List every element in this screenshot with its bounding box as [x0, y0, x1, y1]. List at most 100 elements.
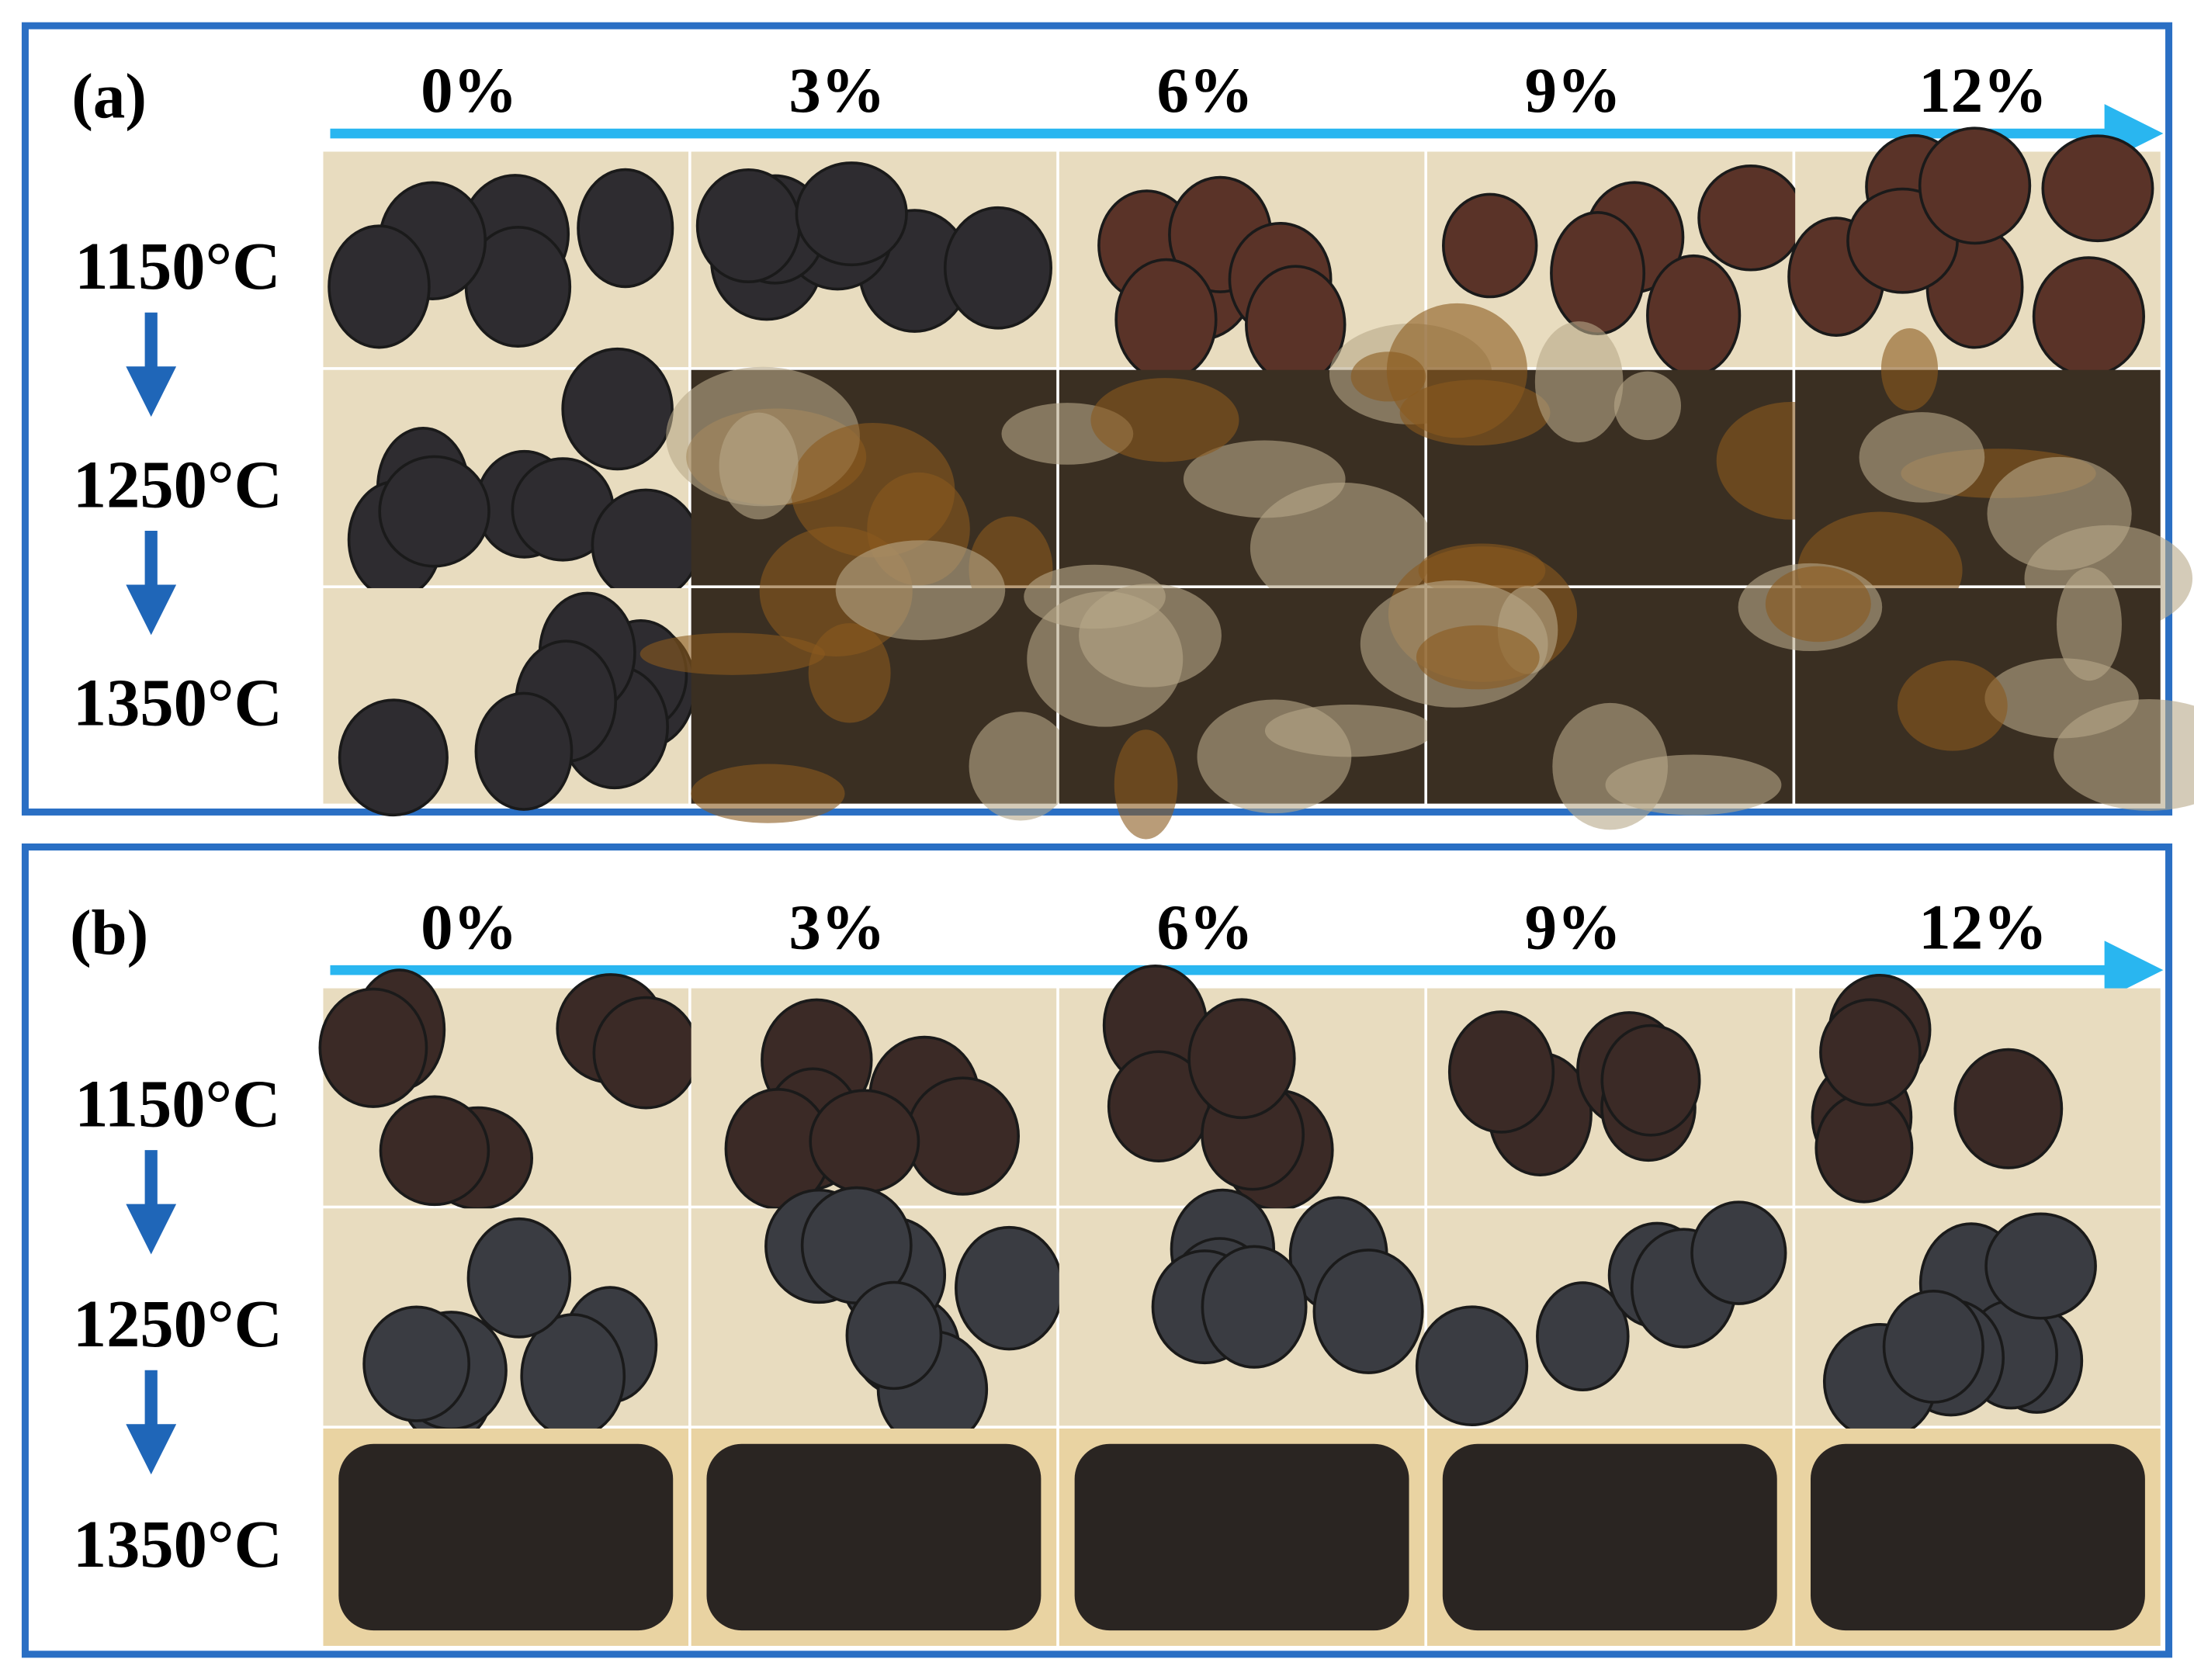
- sample-photo: [1738, 563, 2194, 811]
- sample-disc: [1600, 1024, 1701, 1137]
- sample-photo: [691, 1186, 1064, 1449]
- sample-disc: [1918, 126, 2032, 245]
- panel: (b) 0% 3% 6% 9% 12% 1150°C 1250°C 1350°C: [21, 843, 2173, 1658]
- photo-texture: [338, 1443, 674, 1631]
- column-label: 6%: [1156, 891, 1253, 962]
- photo-texture: [1090, 378, 1239, 462]
- sample-disc: [695, 168, 801, 284]
- sample-disc: [1690, 1200, 1787, 1305]
- photo-texture: [706, 1443, 1042, 1631]
- photo-texture: [969, 712, 1073, 821]
- photo-texture: [1859, 412, 1985, 503]
- photo-texture: [691, 764, 845, 823]
- photo-texture: [791, 422, 955, 558]
- sample-photo: [1415, 1200, 1793, 1426]
- sample-photo: [1795, 1428, 2161, 1646]
- sample-photo: [691, 988, 1057, 1210]
- photo-texture: [1442, 1443, 1777, 1631]
- sample-disc: [1201, 1245, 1308, 1369]
- sample-photo: [323, 587, 696, 817]
- panel-border: [21, 843, 2173, 1658]
- photo-texture: [1880, 327, 1939, 411]
- sample-disc: [906, 1076, 1021, 1196]
- sample-photo: [1059, 151, 1425, 385]
- photo-texture: [1079, 584, 1222, 688]
- sample-disc: [362, 1305, 471, 1422]
- photo-texture: [1534, 321, 1624, 443]
- sample-disc: [592, 996, 700, 1110]
- sample-disc: [1442, 192, 1538, 299]
- sample-disc: [1882, 1290, 1984, 1404]
- photo-texture: [719, 412, 799, 520]
- photo-texture: [1987, 456, 2132, 571]
- sample-disc: [1187, 998, 1296, 1120]
- photo-texture: [1416, 625, 1540, 690]
- sample-disc: [795, 161, 908, 267]
- sample-photo: [1059, 1188, 1425, 1426]
- sample-disc: [474, 691, 574, 811]
- photo-texture: [1399, 379, 1551, 446]
- panel-label: (b): [70, 897, 148, 968]
- photo-texture: [835, 540, 1006, 641]
- sample-photo: [323, 1208, 689, 1445]
- sample-disc: [338, 698, 449, 817]
- column-label: 9%: [1525, 54, 1621, 126]
- sample-disc: [1536, 1281, 1630, 1391]
- sample-disc: [379, 1095, 490, 1207]
- photo-texture: [1765, 566, 1871, 643]
- sample-disc: [2041, 134, 2154, 243]
- sample-disc: [1550, 211, 1646, 336]
- row-label: 1250°C: [73, 447, 282, 521]
- row-label: 1150°C: [75, 1067, 280, 1141]
- sample-disc: [943, 206, 1052, 330]
- panel: (a) 0% 3% 6% 9% 12% 1150°C 1250°C 1350°C: [21, 22, 2194, 840]
- row-label: 1250°C: [73, 1287, 282, 1361]
- sample-photo: [1386, 303, 1867, 598]
- row-label: 1350°C: [73, 1507, 282, 1581]
- sample-disc: [318, 987, 428, 1108]
- sample-photo: [1795, 974, 2161, 1206]
- sample-photo: [691, 151, 1057, 368]
- sample-disc: [1114, 258, 1218, 382]
- sample-photo: [1059, 964, 1425, 1211]
- row-label: 1150°C: [75, 229, 280, 303]
- row-label: 1350°C: [73, 666, 282, 740]
- sample-disc: [1819, 998, 1922, 1107]
- sample-disc: [1447, 1010, 1555, 1134]
- sample-disc: [1646, 254, 1742, 376]
- sample-disc: [1245, 265, 1347, 385]
- photo-texture: [1250, 482, 1435, 614]
- sample-disc: [1415, 1305, 1529, 1426]
- sample-photo: [1360, 546, 1793, 830]
- sample-photo: [639, 526, 1073, 823]
- photo-texture: [1074, 1443, 1409, 1631]
- sample-disc: [845, 1280, 943, 1391]
- sample-photo: [318, 968, 700, 1211]
- panel-label: (a): [71, 60, 147, 131]
- column-label: 3%: [789, 891, 885, 962]
- sample-disc: [2032, 256, 2145, 377]
- column-label: 6%: [1156, 54, 1253, 126]
- sample-photo: [1787, 126, 2161, 377]
- sample-disc: [1984, 1212, 2097, 1320]
- photo-texture: [639, 632, 825, 675]
- photo-texture: [2054, 698, 2194, 811]
- sample-disc: [561, 347, 674, 471]
- column-label: 12%: [1918, 891, 2047, 962]
- photo-texture: [1114, 729, 1178, 840]
- sample-disc: [955, 1225, 1064, 1351]
- panel-border: [21, 22, 2173, 816]
- sample-photo: [323, 151, 689, 368]
- sample-disc: [1312, 1249, 1424, 1374]
- photo-texture: [2057, 567, 2122, 681]
- sample-disc: [1814, 1093, 1914, 1204]
- sample-disc: [1953, 1048, 2064, 1169]
- sample-disc: [466, 1217, 572, 1339]
- photo-texture: [1605, 754, 1782, 816]
- column-label: 3%: [789, 54, 885, 126]
- sample-photo: [691, 1428, 1057, 1646]
- sample-disc: [1697, 164, 1804, 272]
- sample-photo: [323, 1428, 689, 1646]
